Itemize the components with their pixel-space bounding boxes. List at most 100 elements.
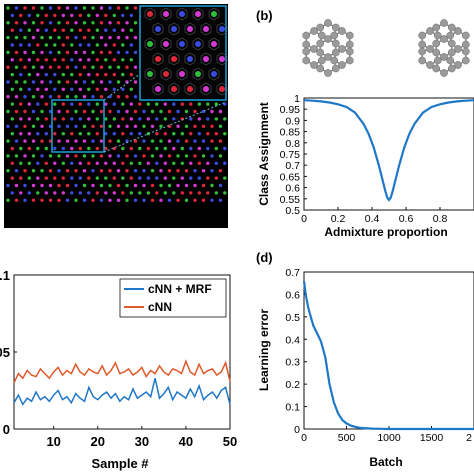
lattice-dot [10, 87, 14, 92]
lattice-hex [168, 22, 180, 36]
lattice-dot [112, 191, 117, 195]
lattice-dot [133, 80, 138, 84]
lattice-dot [78, 117, 83, 121]
lattice-dot [125, 35, 129, 40]
lattice-molecule [171, 56, 177, 62]
atom [426, 61, 434, 69]
lattice-dot [27, 176, 31, 180]
lattice-dot [163, 146, 167, 151]
zoom-region-box [51, 99, 105, 153]
y-tick-label: 0.4 [285, 334, 300, 346]
lattice-hex [168, 82, 180, 96]
lattice-dot [116, 154, 121, 158]
lattice-dot [133, 124, 138, 128]
lattice-dot [125, 6, 129, 10]
lattice-dot [142, 198, 146, 202]
lattice-dot [99, 169, 104, 173]
lattice-dot [104, 58, 108, 62]
atom [310, 27, 318, 35]
lattice-dot [40, 198, 44, 202]
lattice-molecule [171, 26, 177, 32]
lattice-dot [116, 169, 121, 173]
lattice-dot [14, 35, 19, 40]
lattice-dot [44, 87, 48, 92]
lattice-dot [36, 13, 40, 18]
x-tick-label: 0.6 [399, 213, 414, 225]
x-tick-label: 0.8 [433, 213, 448, 225]
lattice-dot [112, 161, 117, 165]
lattice-dot [40, 80, 44, 84]
lattice-dot [133, 198, 138, 202]
lattice-dot [184, 198, 189, 202]
lattice-dot [218, 109, 223, 114]
lattice-dot [193, 198, 197, 202]
lattice-dot [95, 191, 100, 195]
lattice-dot [57, 21, 61, 25]
lattice-dot [184, 169, 189, 173]
lattice-dot [70, 191, 74, 195]
lattice-dot [129, 58, 133, 62]
lattice-dot [57, 35, 61, 40]
lattice-dot [10, 13, 14, 18]
lattice-dot [214, 132, 218, 136]
molecule-1-image [302, 19, 354, 77]
lattice-dot [40, 95, 44, 99]
lattice-dot [19, 28, 23, 32]
lattice-dot [159, 198, 163, 202]
lattice-dot [176, 198, 180, 202]
lattice-dot [104, 176, 108, 180]
lattice-dots [6, 6, 227, 202]
lattice-dot [36, 161, 40, 165]
atom [338, 45, 346, 53]
lattice-dot [6, 95, 10, 99]
x-tick-label: 50 [223, 434, 237, 449]
lattice-dot [61, 146, 65, 151]
lattice-dot [180, 102, 184, 106]
lattice-dot [40, 154, 44, 158]
lattice-dot [223, 132, 227, 136]
lattice-dot [142, 183, 146, 188]
atom [447, 48, 456, 57]
lattice-dot [74, 124, 78, 128]
chart-b-frame [303, 97, 474, 211]
chart-d-y-ticks: 0 0.1 0.2 0.3 0.4 0.5 0.6 0.7 [285, 267, 307, 436]
lattice-dot [53, 191, 57, 195]
x-tick-label: 0.4 [365, 213, 380, 225]
lattice-dot [87, 191, 91, 195]
lattice-dot [53, 72, 57, 77]
lattice-dot [61, 191, 65, 195]
lattice-dot [129, 117, 133, 121]
lattice-dot [206, 146, 210, 151]
atom [331, 48, 340, 57]
lattice-dot [142, 139, 146, 143]
lattice-dot [65, 21, 70, 25]
lattice-dot [121, 87, 125, 92]
lattice-dot [14, 124, 19, 128]
x-tick-label: 0 [301, 213, 307, 225]
lattice-molecule [163, 11, 169, 17]
lattice-hex [184, 52, 196, 66]
atom [338, 27, 346, 35]
lattice-dot [70, 13, 74, 18]
lattice-dot [193, 183, 197, 188]
lattice-dot [40, 139, 44, 143]
lattice-dot [6, 109, 10, 114]
lattice-dot [218, 183, 223, 188]
lattice-dot [116, 124, 121, 128]
lattice-dot [176, 183, 180, 188]
lattice-dot [31, 35, 36, 40]
lattice-dot [31, 198, 36, 202]
y-tick-label: 0.5 [285, 205, 300, 217]
lattice-dot [27, 58, 31, 62]
lattice-dot [44, 72, 48, 77]
lattice-dot [108, 139, 112, 143]
lattice-dot [206, 161, 210, 165]
lattice-dot [44, 13, 48, 18]
lattice-dot [14, 95, 19, 99]
lattice-dot [14, 21, 19, 25]
lattice-dot [95, 28, 100, 32]
atom [461, 31, 470, 40]
lattice-dot [10, 132, 14, 136]
chart-b: 0.50.550.60.650.70.750.80.850.90.951 0 0.… [257, 93, 474, 239]
chart-b-series-line [303, 99, 474, 202]
